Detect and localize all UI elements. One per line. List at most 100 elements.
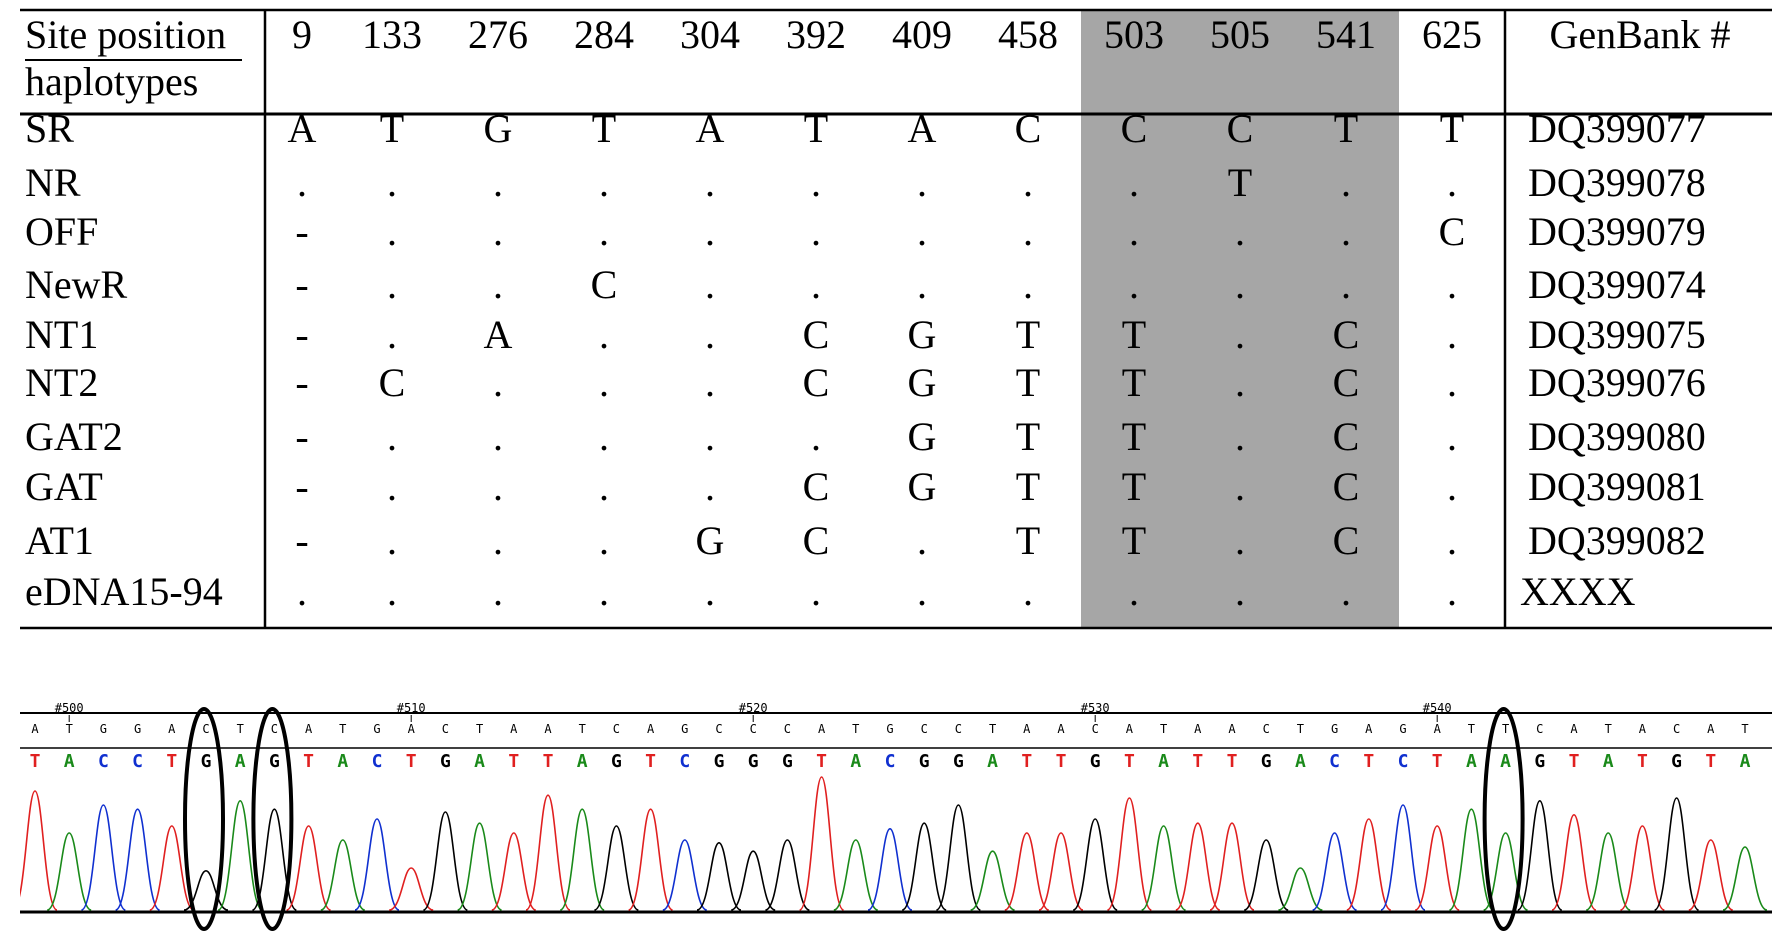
haplotype-cell: . bbox=[1235, 209, 1245, 254]
complement-base: G bbox=[919, 751, 930, 772]
haplotype-cell: . bbox=[1235, 414, 1245, 459]
trace-peak bbox=[286, 825, 331, 911]
haplotype-cell: T bbox=[1440, 106, 1464, 151]
base-call: C bbox=[784, 722, 791, 736]
genbank-accession: DQ399082 bbox=[1528, 518, 1706, 563]
position-marker: #520 bbox=[739, 701, 768, 715]
haplotype-name: NR bbox=[25, 160, 81, 205]
trace-peak bbox=[1448, 808, 1495, 911]
haplotype-cell: . bbox=[1447, 518, 1457, 563]
base-call: A bbox=[510, 722, 518, 736]
complement-base: G bbox=[748, 751, 759, 772]
complement-base: G bbox=[1534, 751, 1545, 772]
trace-peak bbox=[696, 841, 742, 911]
site-position-header: 625 bbox=[1422, 12, 1482, 57]
haplotype-cell: T bbox=[1016, 414, 1040, 459]
complement-base: G bbox=[440, 751, 451, 772]
base-call: T bbox=[989, 722, 996, 736]
haplotype-cell: T bbox=[1334, 106, 1358, 151]
base-call: T bbox=[237, 722, 244, 736]
complement-base: C bbox=[885, 751, 896, 772]
haplotype-cell: . bbox=[917, 262, 927, 307]
base-call: A bbox=[31, 722, 39, 736]
haplotype-cell: . bbox=[917, 160, 927, 205]
complement-base: A bbox=[337, 751, 348, 772]
complement-base: A bbox=[474, 751, 485, 772]
haplotype-cell: G bbox=[908, 414, 937, 459]
trace-peak bbox=[1106, 797, 1153, 911]
haplotype-cell: T bbox=[592, 106, 616, 151]
haplotype-cell: C bbox=[1333, 518, 1360, 563]
complement-base: A bbox=[1466, 751, 1477, 772]
haplotype-cell: . bbox=[387, 262, 397, 307]
trace-peak bbox=[765, 839, 810, 911]
trace-peak bbox=[149, 825, 195, 911]
site-position-header: 284 bbox=[574, 12, 634, 57]
complement-base: A bbox=[1603, 751, 1614, 772]
complement-base: T bbox=[166, 751, 177, 772]
trace-peak bbox=[1722, 846, 1768, 911]
complement-base: C bbox=[1329, 751, 1340, 772]
trace-peak bbox=[935, 804, 981, 911]
position-marker: #540 bbox=[1423, 701, 1452, 715]
haplotype-cell: . bbox=[705, 262, 715, 307]
haplotype-cell: C bbox=[803, 464, 830, 509]
haplotype-cell: . bbox=[599, 312, 609, 357]
base-call: C bbox=[1263, 722, 1270, 736]
base-call: C bbox=[202, 722, 209, 736]
haplotype-cell: . bbox=[1341, 209, 1351, 254]
haplotype-cell: C bbox=[803, 312, 830, 357]
base-call: C bbox=[955, 722, 962, 736]
haplotype-cell: . bbox=[599, 160, 609, 205]
haplotype-cell: . bbox=[1129, 209, 1139, 254]
haplotype-cell: T bbox=[1122, 518, 1146, 563]
haplotype-cell: . bbox=[1341, 160, 1351, 205]
variant-circle bbox=[251, 707, 294, 931]
haplotype-cell: . bbox=[1447, 569, 1457, 614]
haplotype-cell: - bbox=[295, 262, 308, 307]
haplotype-cell: . bbox=[1447, 262, 1457, 307]
haplotype-cell: . bbox=[1129, 262, 1139, 307]
complement-base: T bbox=[1192, 751, 1203, 772]
haplotype-cell: C bbox=[591, 262, 618, 307]
base-call: A bbox=[1365, 722, 1373, 736]
haplotype-cell: . bbox=[1235, 569, 1245, 614]
haplotype-name: SR bbox=[25, 106, 74, 151]
haplotype-cell: C bbox=[1333, 414, 1360, 459]
haplotype-cell: T bbox=[1228, 160, 1252, 205]
haplotype-cell: - bbox=[295, 464, 308, 509]
base-call: A bbox=[1228, 722, 1236, 736]
site-position-header: 505 bbox=[1210, 12, 1270, 57]
base-call: A bbox=[305, 722, 313, 736]
haplotype-cell: G bbox=[908, 464, 937, 509]
genbank-accession: DQ399076 bbox=[1528, 360, 1706, 405]
haplotype-cell: . bbox=[599, 464, 609, 509]
haplotype-cell: C bbox=[1333, 360, 1360, 405]
site-position-header: 9 bbox=[292, 12, 312, 57]
haplotype-cell: . bbox=[1023, 209, 1033, 254]
variant-circle bbox=[1482, 707, 1525, 931]
base-call: G bbox=[134, 722, 141, 736]
site-position-header: 304 bbox=[680, 12, 740, 57]
trace-peak bbox=[662, 839, 708, 911]
haplotype-cell: - bbox=[295, 414, 308, 459]
base-call: A bbox=[1639, 722, 1647, 736]
base-call: A bbox=[408, 722, 416, 736]
base-call: T bbox=[339, 722, 346, 736]
base-call: G bbox=[886, 722, 893, 736]
complement-base: T bbox=[1227, 751, 1238, 772]
header-site-position: Site position bbox=[25, 12, 226, 57]
trace-peak bbox=[354, 818, 400, 911]
base-call: A bbox=[1434, 722, 1442, 736]
haplotype-cell: . bbox=[493, 569, 503, 614]
haplotype-cell: T bbox=[380, 106, 404, 151]
haplotype-name: NT1 bbox=[25, 312, 98, 357]
base-call: T bbox=[1468, 722, 1475, 736]
haplotype-cell: - bbox=[295, 360, 308, 405]
haplotype-cell: . bbox=[917, 569, 927, 614]
complement-base: T bbox=[508, 751, 519, 772]
base-call: G bbox=[100, 722, 107, 736]
complement-base: T bbox=[303, 751, 314, 772]
complement-base: G bbox=[714, 751, 725, 772]
complement-base: A bbox=[235, 751, 246, 772]
